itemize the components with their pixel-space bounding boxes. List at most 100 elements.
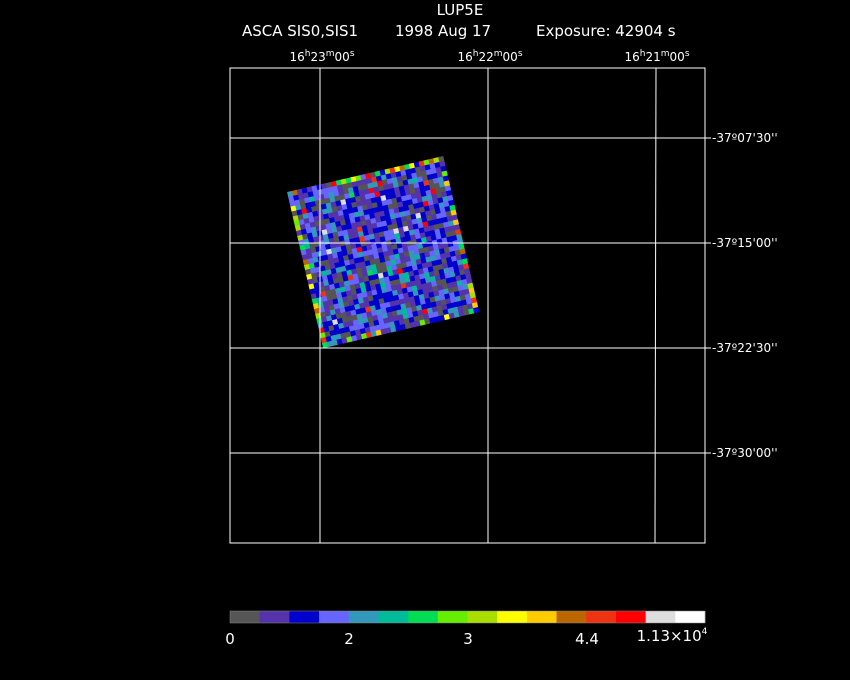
pixel [458, 243, 465, 251]
pixel [351, 293, 359, 301]
pixel [367, 316, 374, 323]
pixel [380, 261, 387, 269]
pixel [358, 256, 365, 263]
pixel [415, 258, 422, 266]
pixel [421, 283, 428, 290]
pixel [412, 310, 419, 318]
pixel [362, 183, 369, 191]
pixel [464, 293, 472, 300]
pixel [455, 275, 462, 282]
pixel [412, 202, 420, 210]
pixel [309, 288, 316, 295]
pixel [421, 262, 428, 269]
pixel [378, 231, 385, 238]
pixel [301, 208, 308, 215]
pixel [369, 212, 376, 220]
pixel [411, 285, 418, 292]
pixel [378, 185, 385, 192]
pixel [420, 211, 427, 218]
pixel [290, 205, 297, 212]
pixel [418, 227, 425, 234]
pixel [447, 261, 454, 269]
pixel [350, 263, 357, 270]
pixel [335, 333, 342, 340]
ra-value: 23 [310, 50, 325, 64]
pixel [417, 222, 424, 229]
pixel [339, 286, 347, 293]
pixel [311, 272, 318, 279]
pixel [371, 310, 378, 317]
pixel [312, 256, 319, 264]
pixel [306, 253, 313, 260]
pixel [369, 305, 377, 312]
pixel [359, 261, 367, 268]
pixel [404, 189, 412, 196]
pixel [462, 263, 470, 270]
pixel [392, 248, 400, 255]
pixel [387, 203, 394, 210]
pixel [326, 227, 333, 235]
pixel [460, 299, 468, 306]
pixel [335, 220, 342, 228]
pixel [346, 248, 354, 256]
pixel [333, 282, 341, 290]
pixel [338, 302, 345, 309]
pixel [323, 238, 331, 246]
pixel [404, 256, 412, 263]
pixel [337, 209, 345, 217]
pixel [427, 220, 434, 227]
pixel [427, 286, 434, 294]
pixel [413, 248, 420, 256]
pixel [392, 269, 399, 276]
pixel [319, 265, 327, 272]
pixel [344, 239, 351, 246]
pixel [388, 187, 396, 195]
pixel [406, 199, 414, 206]
pixel [442, 242, 449, 249]
pixel [444, 251, 452, 259]
pixel [418, 293, 425, 301]
pixel [370, 284, 377, 291]
pixel [364, 326, 372, 334]
pixel [311, 298, 319, 305]
pixel [437, 263, 444, 271]
pixel [353, 232, 360, 239]
pixel [292, 215, 300, 222]
colorbar-segment [319, 611, 350, 623]
colorbar-label: 3 [463, 630, 473, 648]
pixel [336, 184, 344, 191]
pixel [398, 319, 406, 326]
pixel [328, 191, 335, 198]
pixel [357, 251, 364, 258]
pixel [322, 300, 330, 308]
pixel [426, 215, 433, 222]
pixel [438, 222, 445, 230]
pixel [408, 250, 415, 257]
pixel [405, 214, 412, 222]
pixel [423, 246, 430, 254]
pixel [342, 229, 349, 236]
pixel [380, 307, 388, 315]
pixel [366, 177, 373, 185]
pixel [384, 255, 391, 263]
pixel [357, 318, 364, 325]
ra-value: 16 [289, 50, 304, 64]
pixel [360, 266, 368, 273]
pixel [330, 221, 337, 229]
colorbar-segment [348, 611, 379, 623]
pixel [302, 259, 310, 266]
colorbar-segment [675, 611, 706, 623]
pixel [377, 272, 385, 279]
pixel [454, 295, 462, 303]
pixel [347, 320, 355, 327]
pixel [380, 174, 388, 181]
pixel [309, 242, 316, 249]
pixel [331, 272, 339, 280]
ra-unit: h [640, 49, 646, 59]
pixel [370, 197, 377, 204]
pixel [304, 222, 312, 230]
pixel [382, 271, 389, 278]
pixel [302, 212, 309, 220]
pixel [446, 302, 453, 310]
pixel [306, 232, 314, 239]
